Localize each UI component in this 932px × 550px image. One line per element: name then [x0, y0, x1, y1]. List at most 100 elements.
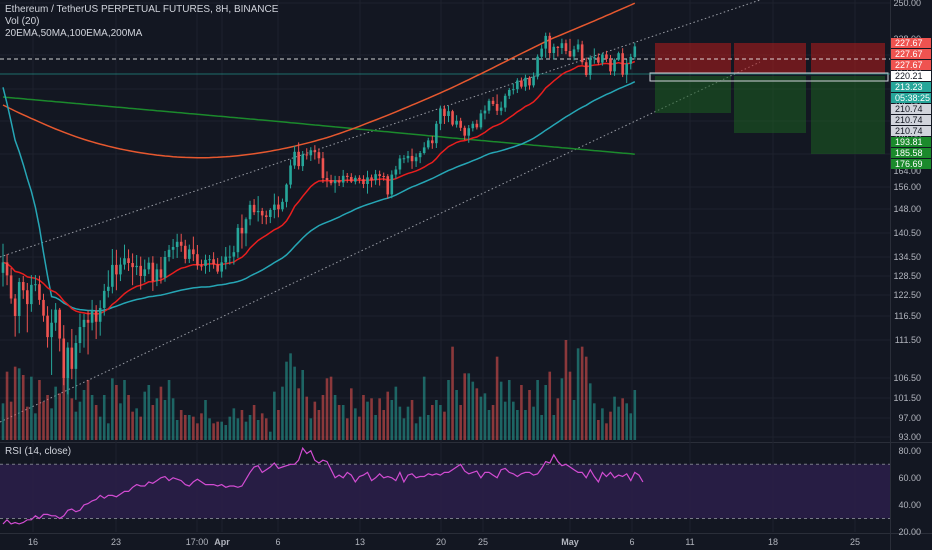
- candle: [13, 294, 17, 337]
- candle: [605, 50, 608, 63]
- time-tick-label: 16: [28, 537, 38, 547]
- price-tag: [891, 38, 931, 48]
- volume-bar: [78, 401, 82, 440]
- candle: [34, 275, 37, 292]
- volume-bar: [240, 410, 244, 440]
- candle-body: [374, 174, 377, 181]
- ema-indicator-label: 20EMA,50MA,100EMA,200MA: [5, 28, 143, 39]
- volume-bar: [277, 410, 280, 440]
- candle: [46, 306, 49, 348]
- candle: [463, 125, 466, 140]
- volume-bar: [139, 416, 142, 440]
- candle-body: [507, 90, 511, 96]
- candle-body: [418, 153, 422, 158]
- price-tag-label: 220.21: [895, 71, 923, 81]
- ema20-line: [2, 60, 636, 315]
- volume-bar: [418, 416, 422, 440]
- volume-bar: [568, 371, 572, 440]
- candle-body: [463, 127, 466, 136]
- candle: [102, 283, 106, 316]
- volume-bar: [325, 378, 329, 440]
- volume-bar: [281, 386, 284, 440]
- candle: [495, 94, 499, 115]
- candle: [309, 147, 313, 162]
- candle-body: [354, 177, 357, 182]
- entry-price-box: [649, 72, 889, 82]
- candle: [475, 119, 479, 130]
- price-tick-label: 122.50: [893, 290, 921, 300]
- candle-body: [613, 59, 616, 72]
- price-tick-label: 164.00: [893, 166, 921, 176]
- candle: [350, 173, 353, 183]
- candle: [143, 259, 147, 283]
- rsi-tick-label: 40.00: [898, 500, 921, 510]
- candle-body: [175, 241, 179, 247]
- candle: [548, 32, 552, 59]
- volume-bar: [337, 405, 341, 440]
- candle-body: [524, 77, 527, 87]
- candle: [196, 245, 199, 270]
- volume-bar: [345, 418, 349, 440]
- price-tick-label: 111.50: [895, 335, 921, 345]
- volume-bar: [317, 410, 321, 440]
- candle: [1, 243, 5, 287]
- candle-body: [532, 76, 535, 86]
- volume-bar: [54, 386, 57, 440]
- candle: [337, 176, 341, 186]
- candle-body: [9, 275, 13, 299]
- volume-bar: [273, 391, 276, 440]
- candle: [402, 155, 406, 164]
- candle: [625, 59, 628, 84]
- volume-bar: [42, 401, 45, 440]
- volume-bar: [46, 395, 49, 440]
- price-tag: [891, 148, 931, 158]
- time-tick-label: 11: [685, 537, 694, 547]
- candle: [269, 208, 272, 224]
- time-tick-label: 23: [111, 537, 121, 547]
- candle: [212, 252, 215, 269]
- candle-body: [62, 338, 66, 378]
- candle-body: [42, 299, 45, 316]
- candle: [499, 101, 503, 116]
- candle: [410, 148, 414, 169]
- candle-body: [378, 174, 381, 176]
- candle: [58, 307, 61, 352]
- candle: [175, 233, 179, 258]
- candle: [252, 199, 256, 216]
- volume-bar: [82, 390, 86, 440]
- volume-bar: [17, 368, 21, 440]
- ema100-line: [2, 2, 636, 159]
- volume-bar: [293, 366, 296, 440]
- volume-bar: [297, 388, 300, 440]
- volume-bar: [200, 413, 203, 440]
- time-tick-label: 17:00: [186, 537, 209, 547]
- price-tag-label: 193.81: [895, 137, 923, 147]
- candle: [406, 151, 410, 163]
- volume-bar: [406, 406, 410, 440]
- candle-body: [601, 54, 604, 63]
- price-tick-label: 128.50: [893, 271, 921, 281]
- candle: [471, 121, 475, 132]
- candle-body: [491, 100, 495, 104]
- volume-bar: [115, 385, 118, 440]
- candle: [62, 325, 66, 386]
- candle-body: [333, 180, 337, 184]
- volume-bar: [536, 380, 539, 440]
- candle-body: [402, 158, 406, 160]
- volume-bar: [123, 380, 126, 440]
- candle: [21, 276, 25, 299]
- symbol-title: Ethereum / TetherUS PERPETUAL FUTURES, 8…: [5, 4, 279, 15]
- candle-body: [228, 256, 232, 258]
- candle-body: [564, 43, 568, 51]
- candle: [171, 239, 175, 259]
- candle: [297, 142, 300, 170]
- candle: [264, 210, 268, 225]
- candle: [390, 170, 394, 199]
- candle-body: [329, 180, 333, 184]
- price-tag: [891, 71, 931, 81]
- volume-bar: [507, 380, 511, 440]
- volume-indicator-label: Vol (20): [5, 16, 40, 27]
- candle-body: [151, 262, 155, 282]
- volume-bar: [499, 381, 503, 440]
